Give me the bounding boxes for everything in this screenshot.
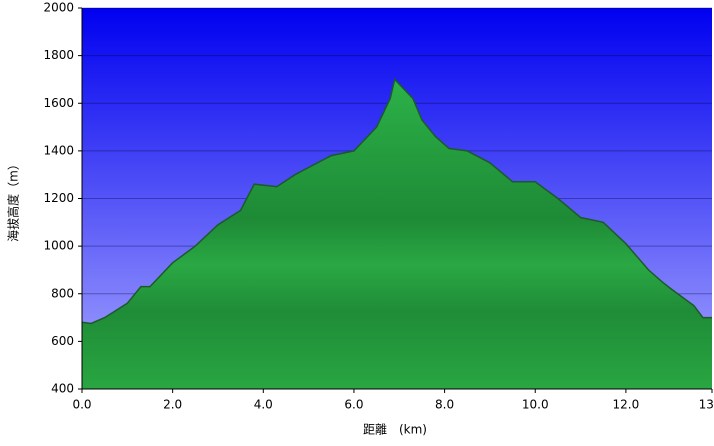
x-tick-label: 0.0 bbox=[72, 398, 91, 412]
x-tick-label: 4.0 bbox=[254, 398, 273, 412]
x-tick-label: 8.0 bbox=[435, 398, 454, 412]
y-tick-label: 1200 bbox=[43, 191, 74, 205]
x-tick-label: 2.0 bbox=[163, 398, 182, 412]
y-tick-label: 1400 bbox=[43, 143, 74, 157]
y-tick-label: 2000 bbox=[43, 1, 74, 15]
y-tick-label: 1800 bbox=[43, 48, 74, 62]
area-fill bbox=[82, 79, 712, 390]
x-tick-label: 10.0 bbox=[522, 398, 549, 412]
area-line bbox=[81, 77, 712, 325]
x-tick-label: 6.0 bbox=[344, 398, 363, 412]
x-axis-label: 距離 (km) bbox=[363, 423, 427, 437]
y-tick-label: 1600 bbox=[43, 96, 74, 110]
x-tick-label: 12.0 bbox=[613, 398, 640, 412]
y-tick-label: 600 bbox=[51, 334, 74, 348]
x-tick-label: 13.9 bbox=[699, 398, 714, 412]
y-tick-label: 1000 bbox=[43, 239, 74, 253]
y-tick-label: 800 bbox=[51, 286, 74, 300]
y-axis-label: 海拔高度（m） bbox=[6, 158, 21, 242]
y-tick-label: 400 bbox=[51, 382, 74, 396]
